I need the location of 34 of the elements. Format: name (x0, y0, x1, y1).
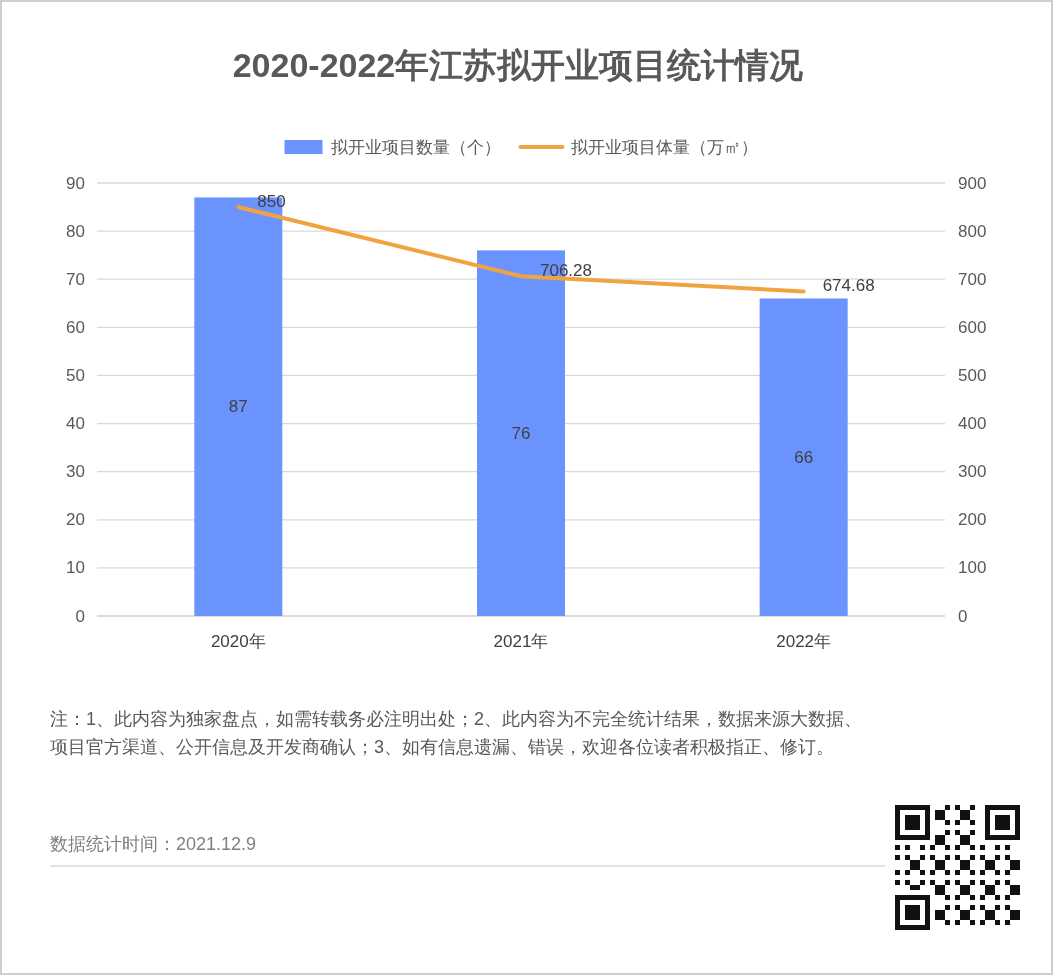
y-tick-label: 70 (66, 269, 85, 289)
bar (759, 298, 848, 616)
x-tick-label: 2020年 (210, 631, 266, 651)
y2-tick-label: 500 (958, 365, 987, 385)
y2-tick-label: 600 (958, 317, 987, 337)
data-label: 674.68 (822, 275, 875, 295)
y-tick-label: 50 (66, 365, 85, 385)
y2-tick-label: 100 (958, 558, 987, 578)
data-label: 66 (794, 447, 814, 467)
y-tick-label: 10 (66, 558, 85, 578)
text: 数据统计时间：2021.12.9 (50, 834, 257, 854)
y2-tick-label: 300 (958, 462, 987, 482)
y-tick-label: 40 (66, 414, 85, 434)
chart-title: 2020-2022年江苏拟开业项目统计情况 (232, 46, 805, 84)
y2-tick-label: 200 (958, 510, 987, 530)
y-tick-label: 60 (66, 317, 85, 337)
bar (194, 197, 283, 616)
data-label: 76 (511, 423, 531, 443)
text: 注：1、此内容为独家盘点，如需转载务必注明出处；2、此内容为不完全统计结果，数据来源大数据、项目官方渠道、公开信息及开发商确认；3、如有信息遗漏、错误，欢迎各位读者积极指正、修订。 (50, 709, 863, 757)
x-tick-label: 2022年 (776, 631, 832, 651)
y2-tick-label: 900 (958, 173, 987, 193)
y-tick-label: 20 (66, 510, 85, 530)
data-label: 87 (228, 397, 248, 417)
y-tick-label: 90 (66, 173, 85, 193)
y2-tick-label: 700 (958, 269, 987, 289)
y2-tick-label: 400 (958, 414, 987, 434)
y2-tick-label: 0 (958, 606, 968, 626)
y-tick-label: 30 (66, 462, 85, 482)
legend-label: 拟开业项目体量（万㎡） (570, 137, 758, 157)
legend-label: 拟开业项目数量（个） (330, 137, 501, 157)
y-tick-label: 80 (66, 221, 85, 241)
y-tick-label: 0 (75, 606, 85, 626)
x-tick-label: 2021年 (493, 631, 549, 651)
y2-tick-label: 800 (958, 221, 987, 241)
